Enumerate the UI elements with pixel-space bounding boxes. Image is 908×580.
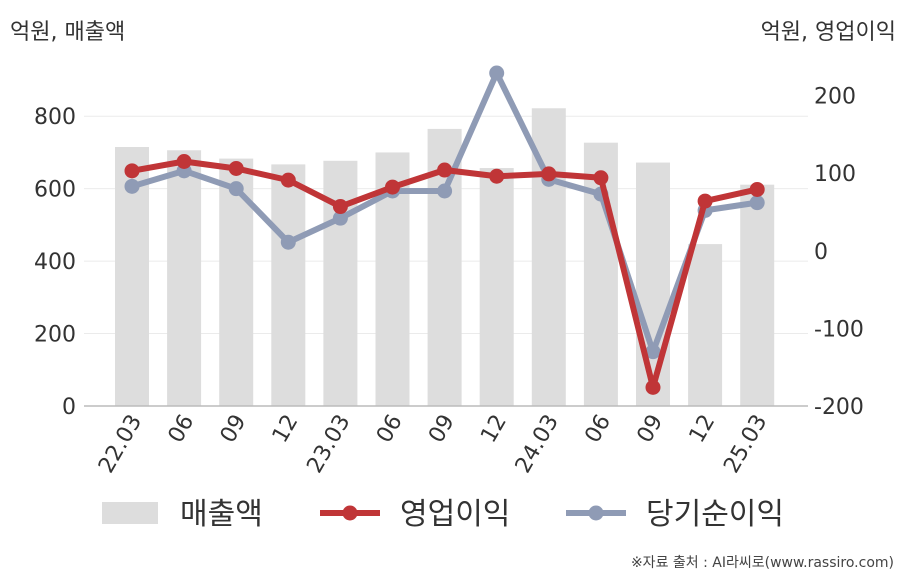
source-note: ※자료 출처 : AI라씨로(www.rassiro.com): [630, 555, 894, 571]
legend-swatch-marker-당기순이익: [588, 505, 604, 521]
point-당기순이익: [124, 178, 140, 194]
right-axis-tick-label: -100: [814, 317, 864, 342]
point-영업이익: [124, 163, 140, 179]
x-tick-label: 12: [268, 411, 304, 448]
left-axis-tick-label: 0: [62, 395, 76, 420]
x-tick-label: 06: [580, 411, 616, 448]
bar-매출액: [479, 168, 514, 406]
x-tick-label: 24.03: [511, 411, 564, 478]
x-tick-label: 22.03: [94, 411, 147, 478]
left-axis-unit-label: 억원, 매출액: [10, 20, 126, 45]
bar-매출액: [636, 162, 670, 406]
point-영업이익: [176, 154, 192, 169]
point-영업이익: [332, 199, 348, 215]
x-tick-label: 12: [476, 411, 512, 448]
point-당기순이익: [645, 344, 661, 360]
x-tick-label: 23.03: [302, 411, 355, 478]
right-axis-tick-label: 200: [814, 85, 856, 110]
point-영업이익: [385, 179, 400, 195]
point-영업이익: [280, 172, 296, 188]
bar-매출액: [688, 244, 723, 406]
point-영업이익: [593, 170, 609, 186]
legend-label: 매출액: [180, 497, 263, 532]
point-당기순이익: [280, 234, 296, 250]
point-영업이익: [228, 160, 244, 176]
x-tick-label: 12: [685, 411, 721, 448]
x-tick-label: 09: [216, 411, 252, 448]
legend-swatch-marker-영업이익: [342, 505, 358, 521]
right-axis-tick-label: 100: [814, 162, 856, 187]
point-당기순이익: [489, 65, 505, 81]
point-영업이익: [437, 162, 453, 178]
left-axis-tick-label: 600: [34, 178, 76, 203]
point-영업이익: [489, 168, 505, 184]
left-axis-tick-label: 800: [34, 105, 76, 130]
point-영업이익: [697, 193, 713, 209]
point-영업이익: [645, 379, 661, 395]
point-당기순이익: [228, 181, 244, 197]
x-tick-label: 09: [424, 411, 460, 448]
right-axis-tick-label: 0: [814, 240, 828, 265]
point-당기순이익: [749, 195, 765, 211]
x-tick-label: 06: [372, 411, 408, 448]
x-tick-label: 25.03: [719, 411, 772, 478]
x-tick-label: 06: [164, 411, 200, 448]
bar-매출액: [167, 150, 202, 406]
point-당기순이익: [437, 183, 453, 199]
point-당기순이익: [332, 210, 348, 226]
left-axis-tick-label: 200: [34, 323, 76, 348]
legend-swatch-매출액: [102, 502, 158, 524]
point-영업이익: [541, 166, 557, 182]
legend-label: 당기순이익: [646, 497, 784, 532]
right-axis-tick-label: -200: [814, 395, 864, 420]
bar-매출액: [740, 184, 775, 406]
x-tick-label: 09: [633, 411, 669, 448]
bar-매출액: [271, 164, 306, 406]
left-axis-tick-label: 400: [34, 250, 76, 275]
legend-label: 영업이익: [400, 497, 510, 532]
right-axis-unit-label: 억원, 영업이익: [760, 20, 896, 45]
point-영업이익: [749, 181, 765, 197]
